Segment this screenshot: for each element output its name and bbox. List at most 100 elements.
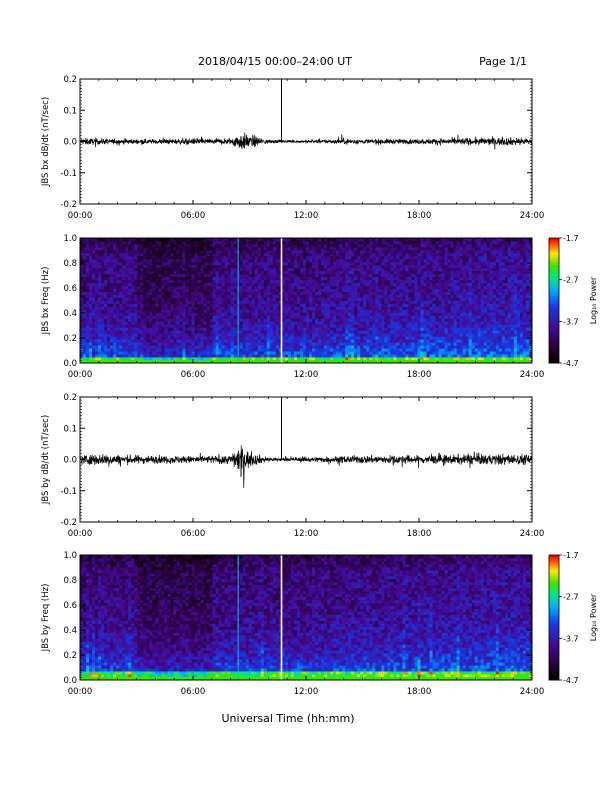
- spectrogram-cell: [89, 345, 93, 349]
- spectrogram-cell: [128, 348, 132, 352]
- spectrogram-cell: [176, 330, 180, 334]
- spectrogram-cell: [134, 279, 138, 284]
- spectrogram-cell: [342, 243, 346, 248]
- spectrogram-cell: [309, 294, 313, 298]
- spectrogram-cell: [269, 342, 274, 346]
- spectrogram-cell: [212, 330, 216, 334]
- spectrogram-cell: [191, 288, 195, 292]
- spectrogram-cell: [321, 285, 325, 289]
- spectrogram-cell: [137, 285, 141, 289]
- spectrogram-cell: [119, 273, 123, 278]
- spectrogram-cell: [215, 315, 220, 319]
- spectrogram-cell: [104, 279, 108, 284]
- spectrogram-cell: [125, 294, 129, 298]
- spectrogram-cell: [257, 249, 262, 254]
- spectrogram-cell: [396, 318, 400, 322]
- spectrogram-cell: [296, 276, 301, 281]
- spectrogram-cell: [321, 327, 325, 331]
- spectrogram-cell: [194, 270, 198, 275]
- spectrogram-cell: [387, 264, 391, 269]
- spectrogram-cell: [363, 255, 367, 260]
- spectrogram-cell: [164, 246, 168, 251]
- spectrogram-cell: [251, 357, 256, 361]
- spectrogram-cell: [83, 321, 87, 325]
- spectrogram-cell: [321, 297, 325, 301]
- spectrogram-cell: [342, 294, 346, 298]
- spectrogram-cell: [137, 297, 141, 301]
- spectrogram-cell: [251, 264, 256, 269]
- spectrogram-cell: [254, 348, 259, 352]
- spectrogram-cell: [149, 303, 153, 307]
- spectrogram-cell: [423, 255, 427, 260]
- spectrogram-cell: [122, 342, 126, 346]
- spectrogram-cell: [275, 330, 280, 334]
- spectrogram-cell: [212, 270, 216, 275]
- spectrogram-cell: [212, 315, 216, 319]
- spectrogram-cell: [399, 294, 403, 298]
- spectrogram-cell: [107, 333, 111, 337]
- spectrogram-cell: [248, 288, 253, 292]
- spectrogram-cell: [290, 333, 295, 337]
- spectrogram-cell: [185, 285, 189, 289]
- spectrogram-cell: [179, 255, 183, 260]
- spectrogram-cell: [197, 270, 201, 275]
- spectrogram-cell: [254, 238, 259, 242]
- spectrogram-cell: [203, 354, 207, 358]
- spectrogram-cell: [83, 318, 87, 322]
- spectrogram-cell: [122, 330, 126, 334]
- spectrogram-cell: [206, 238, 210, 242]
- spectrogram-cell: [339, 238, 343, 242]
- spectrogram-cell: [327, 249, 331, 254]
- spectrogram-cell: [327, 345, 331, 349]
- spectrogram-cell: [83, 249, 87, 254]
- spectrogram-cell: [321, 288, 325, 292]
- spectrogram-cell: [185, 267, 189, 272]
- spectrogram-cell: [227, 240, 232, 245]
- spectrogram-cell: [369, 333, 373, 337]
- spectrogram-cell: [312, 261, 316, 266]
- spectrogram-cell: [345, 336, 349, 340]
- spectrogram-cell: [92, 249, 96, 254]
- spectrogram-cell: [269, 312, 274, 316]
- spectrogram-cell: [390, 300, 394, 304]
- spectrogram-cell: [378, 309, 382, 313]
- spectrogram-cell: [86, 249, 90, 254]
- spectrogram-cell: [209, 333, 213, 337]
- spectrogram-cell: [287, 357, 292, 361]
- spectrogram-cell: [402, 306, 406, 310]
- spectrogram-cell: [215, 342, 220, 346]
- spectrogram-cell: [251, 342, 256, 346]
- spectrogram-cell: [230, 267, 235, 272]
- spectrogram-cell: [122, 348, 126, 352]
- spectrogram-cell: [167, 255, 171, 260]
- spectrogram-cell: [230, 282, 235, 287]
- spectrogram-cell: [125, 288, 129, 292]
- spectrogram-cell: [405, 297, 409, 301]
- spectrogram-cell: [164, 252, 168, 257]
- spectrogram-cell: [185, 303, 189, 307]
- spectrogram-cell: [248, 276, 253, 281]
- spectrogram-cell: [426, 339, 430, 343]
- spectrogram-cell: [137, 270, 141, 275]
- spectrogram-cell: [98, 267, 102, 272]
- spectrogram-cell: [155, 312, 159, 316]
- spectrogram-cell: [197, 255, 201, 260]
- spectrogram-cell: [167, 276, 171, 281]
- spectrogram-cell: [215, 267, 220, 272]
- spectrogram-cell: [131, 321, 135, 325]
- spectrogram-cell: [116, 312, 120, 316]
- spectrogram-cell: [95, 306, 99, 310]
- spectrogram-cell: [351, 300, 355, 304]
- spectrogram-cell: [170, 327, 174, 331]
- spectrogram-cell: [302, 240, 307, 245]
- spectrogram-cell: [399, 333, 403, 337]
- spectrogram-cell: [227, 267, 232, 272]
- spectrogram-cell: [221, 270, 226, 275]
- spectrogram-cell: [420, 306, 424, 310]
- spectrogram-cell: [251, 276, 256, 281]
- spectrogram-cell: [218, 342, 223, 346]
- spectrogram-cell: [417, 303, 421, 307]
- spectrogram-cell: [384, 303, 388, 307]
- spectrogram-cell: [209, 282, 213, 287]
- spectrogram-cell: [233, 288, 238, 292]
